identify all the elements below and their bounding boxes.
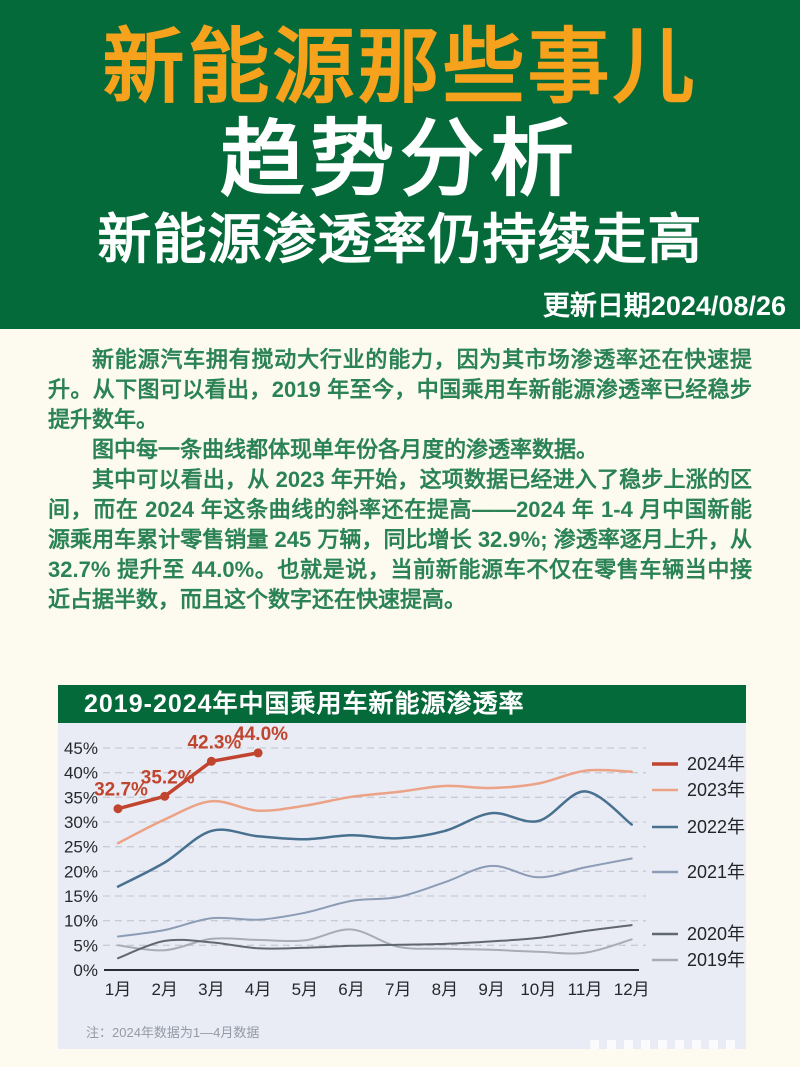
svg-text:44.0%: 44.0% xyxy=(234,724,288,745)
chart-title: 2019-2024年中国乘用车新能源渗透率 xyxy=(58,685,746,723)
header-banner: 新能源那些事儿 趋势分析 新能源渗透率仍持续走高 更新日期2024/08/26 xyxy=(0,0,800,329)
svg-text:2020年: 2020年 xyxy=(687,924,745,944)
svg-text:40%: 40% xyxy=(64,764,98,783)
svg-text:10%: 10% xyxy=(64,912,98,931)
svg-text:42.3%: 42.3% xyxy=(187,732,241,753)
svg-text:25%: 25% xyxy=(64,838,98,857)
svg-text:2024年: 2024年 xyxy=(687,754,745,774)
svg-text:12月: 12月 xyxy=(614,980,650,999)
svg-text:35.2%: 35.2% xyxy=(141,767,195,788)
svg-text:11月: 11月 xyxy=(568,980,603,999)
svg-text:8月: 8月 xyxy=(432,980,458,999)
chart-area: 0% 5% 10% 15% 20% 25% 30% 35% 40% 45% 1月 2月 3月 4月 5月 6月… xyxy=(58,723,746,1049)
svg-text:3月: 3月 xyxy=(198,980,224,999)
intro-paragraph: 图中每一条曲线都体现单年份各月度的渗透率数据。 xyxy=(92,437,599,462)
svg-text:10月: 10月 xyxy=(520,980,556,999)
chart-card: 2019-2024年中国乘用车新能源渗透率 0% 5% 10% 15% 20% 25% 30… xyxy=(58,685,746,1049)
svg-text:20%: 20% xyxy=(64,862,98,881)
svg-text:2月: 2月 xyxy=(151,980,177,999)
svg-text:35%: 35% xyxy=(64,788,98,807)
svg-text:1月: 1月 xyxy=(105,980,131,999)
svg-text:5%: 5% xyxy=(73,936,98,955)
svg-text:2023年: 2023年 xyxy=(687,780,745,800)
svg-text:4月: 4月 xyxy=(245,980,271,999)
intro-section: 新能源汽车拥有搅动大行业的能力，因为其市场渗透率还在快速提升。从下图可以看出，2… xyxy=(0,329,800,615)
svg-text:7月: 7月 xyxy=(385,980,411,999)
svg-text:15%: 15% xyxy=(64,887,98,906)
svg-text:0%: 0% xyxy=(73,961,98,980)
svg-text:2022年: 2022年 xyxy=(687,817,745,837)
page-title: 趋势分析 xyxy=(219,111,580,206)
svg-text:45%: 45% xyxy=(64,739,98,758)
intro-paragraph: 新能源汽车拥有搅动大行业的能力，因为其市场渗透率还在快速提升。从下图可以看出，2… xyxy=(48,347,752,432)
svg-text:9月: 9月 xyxy=(478,980,504,999)
subtitle: 新能源渗透率仍持续走高 xyxy=(97,209,703,270)
svg-text:6月: 6月 xyxy=(338,980,364,999)
chart-note: 注：2024年数据为1—4月数据 xyxy=(86,1025,260,1040)
svg-text:32.7%: 32.7% xyxy=(94,780,148,801)
svg-text:5月: 5月 xyxy=(292,980,318,999)
svg-text:2019年: 2019年 xyxy=(687,950,745,970)
intro-paragraph: 其中可以看出，从 2023 年开始，这项数据已经进入了稳步上涨的区间，而在 20… xyxy=(48,467,752,612)
svg-text:30%: 30% xyxy=(64,813,98,832)
update-date: 更新日期2024/08/26 xyxy=(542,291,786,321)
brand-title: 新能源那些事儿 xyxy=(102,22,698,113)
line-chart: 0% 5% 10% 15% 20% 25% 30% 35% 40% 45% 1月 2月 3月 4月 5月 6月… xyxy=(64,724,745,999)
svg-text:2021年: 2021年 xyxy=(687,862,745,882)
watermark-remnant xyxy=(590,1040,740,1049)
